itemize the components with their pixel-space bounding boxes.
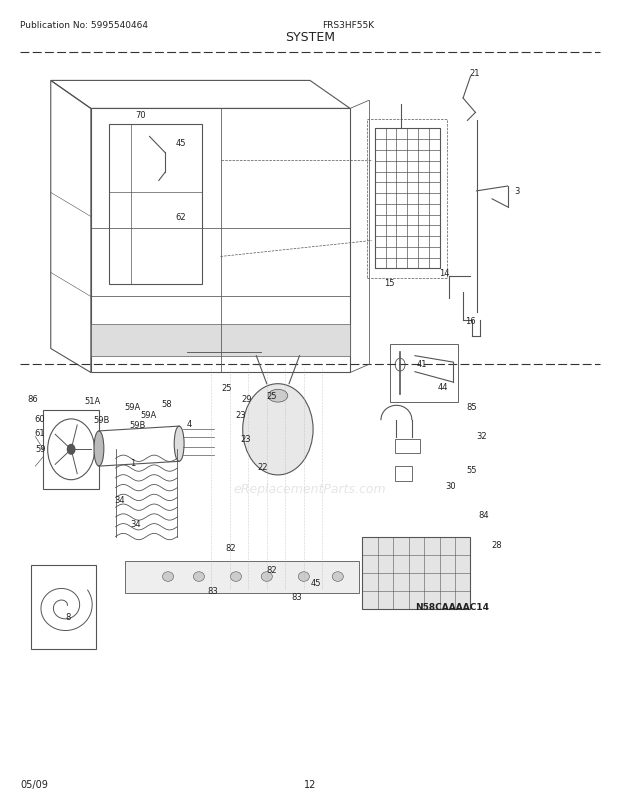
Text: 41: 41 <box>417 360 428 369</box>
Text: 14: 14 <box>440 269 450 277</box>
Text: 85: 85 <box>466 403 477 412</box>
Text: 83: 83 <box>291 593 302 602</box>
Ellipse shape <box>231 572 241 581</box>
Ellipse shape <box>261 572 272 581</box>
Text: 34: 34 <box>115 496 125 504</box>
Text: 84: 84 <box>479 511 489 520</box>
Text: 29: 29 <box>242 395 252 404</box>
Text: 59A: 59A <box>140 411 156 420</box>
Text: 59: 59 <box>35 444 45 453</box>
Text: 44: 44 <box>438 383 448 392</box>
Text: 05/09: 05/09 <box>20 779 48 788</box>
Ellipse shape <box>298 572 309 581</box>
Bar <box>390 345 458 403</box>
Text: 16: 16 <box>465 317 476 326</box>
Text: 25: 25 <box>221 383 232 393</box>
Ellipse shape <box>193 572 205 581</box>
Bar <box>43 411 99 489</box>
Bar <box>368 119 447 279</box>
Text: 1: 1 <box>130 459 135 468</box>
Text: 8: 8 <box>65 612 71 622</box>
Text: 83: 83 <box>207 586 218 595</box>
Text: 82: 82 <box>267 565 277 574</box>
Text: 59B: 59B <box>93 415 110 425</box>
Text: FRS3HF55K: FRS3HF55K <box>322 22 374 30</box>
Text: 55: 55 <box>466 465 477 474</box>
Bar <box>363 537 471 609</box>
Text: 60: 60 <box>34 414 45 423</box>
Text: 62: 62 <box>175 213 186 221</box>
Text: 30: 30 <box>445 481 456 490</box>
Text: 51A: 51A <box>84 396 101 406</box>
Text: 45: 45 <box>311 579 321 588</box>
Ellipse shape <box>174 427 184 462</box>
Bar <box>31 565 96 649</box>
Text: 12: 12 <box>304 779 316 788</box>
Text: eReplacementParts.com: eReplacementParts.com <box>234 483 386 496</box>
Text: 59A: 59A <box>125 403 141 412</box>
Text: 3: 3 <box>514 187 520 196</box>
Bar <box>394 467 412 481</box>
Text: 21: 21 <box>469 69 479 78</box>
Polygon shape <box>91 325 350 357</box>
Text: 82: 82 <box>226 544 236 553</box>
Text: 70: 70 <box>135 111 146 119</box>
Text: 23: 23 <box>235 411 246 420</box>
Ellipse shape <box>268 390 288 403</box>
Text: 34: 34 <box>131 520 141 529</box>
Text: 61: 61 <box>34 428 45 437</box>
Text: 59B: 59B <box>129 420 145 430</box>
Ellipse shape <box>162 572 174 581</box>
Text: 15: 15 <box>384 278 394 287</box>
Text: 4: 4 <box>187 419 192 429</box>
Text: N58CAAAAC14: N58CAAAAC14 <box>415 603 489 612</box>
Bar <box>375 129 440 269</box>
Circle shape <box>242 384 313 476</box>
Bar <box>125 561 360 593</box>
Bar <box>395 439 420 454</box>
Text: 32: 32 <box>476 431 487 440</box>
Text: SYSTEM: SYSTEM <box>285 31 335 44</box>
Ellipse shape <box>94 431 104 467</box>
Text: Publication No: 5995540464: Publication No: 5995540464 <box>20 22 148 30</box>
Text: 86: 86 <box>27 395 38 404</box>
Text: 25: 25 <box>267 391 277 401</box>
Text: 45: 45 <box>175 140 185 148</box>
Ellipse shape <box>332 572 343 581</box>
Text: 22: 22 <box>258 463 268 472</box>
Text: 23: 23 <box>241 435 251 444</box>
Text: 58: 58 <box>161 399 172 409</box>
Circle shape <box>68 445 75 455</box>
Text: 28: 28 <box>491 541 502 549</box>
